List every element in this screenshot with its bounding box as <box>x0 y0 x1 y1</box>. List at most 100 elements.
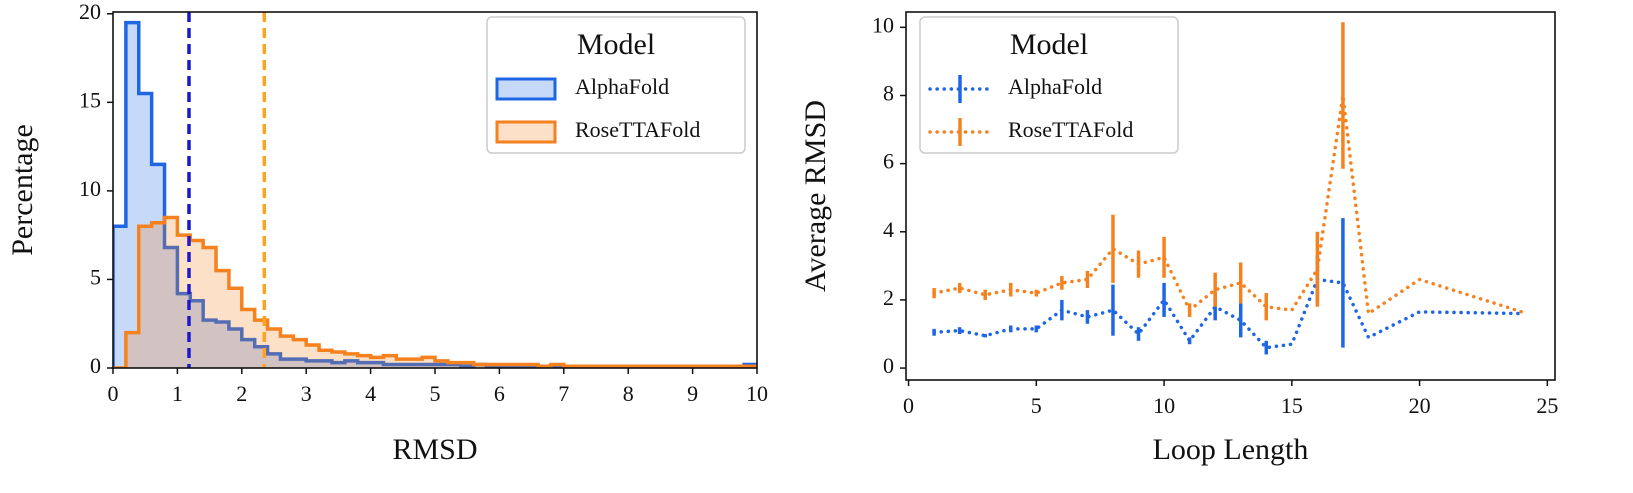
histogram-bar <box>125 332 139 368</box>
y-tick-label: 2 <box>883 285 894 310</box>
x-tick-label: 15 <box>1281 393 1303 418</box>
histogram-bar <box>203 320 217 368</box>
series-line <box>932 95 1524 317</box>
y-tick-label: 5 <box>90 264 101 289</box>
x-tick-label: 20 <box>1409 393 1431 418</box>
histogram-bar <box>357 355 371 368</box>
legend-title: Model <box>1010 28 1088 61</box>
legend-title: Model <box>577 28 655 61</box>
histogram-bar <box>267 353 281 368</box>
x-tick-label: 7 <box>558 381 569 406</box>
histogram-bar <box>370 357 384 368</box>
legend-box <box>486 16 746 154</box>
histogram-bar <box>164 247 178 368</box>
histogram-bar <box>383 355 397 368</box>
axes-frame <box>905 11 1556 381</box>
x-tick-label: 8 <box>623 381 634 406</box>
histogram-bar <box>409 359 423 368</box>
histogram-bar <box>422 364 435 368</box>
histogram-bar <box>177 293 191 368</box>
histogram-bar <box>306 344 320 368</box>
histogram-bar <box>396 359 410 368</box>
x-tick-label: 5 <box>1031 393 1042 418</box>
series-line <box>932 277 1524 350</box>
histogram-bar <box>138 226 152 368</box>
histogram-bar <box>254 320 268 368</box>
histogram-bar <box>228 329 242 368</box>
x-axis-label: Loop Length <box>1153 433 1309 466</box>
histogram-bar <box>125 22 139 368</box>
histogram-bar <box>177 235 191 368</box>
histogram-bar <box>151 222 165 368</box>
histogram-bar <box>190 300 204 368</box>
histogram-bar <box>409 364 423 368</box>
histogram-bar <box>293 339 307 368</box>
x-tick-label: 10 <box>746 381 768 406</box>
y-tick-label: 8 <box>883 81 894 106</box>
histogram-bar <box>164 217 178 368</box>
y-tick-label: 10 <box>872 12 894 37</box>
plot <box>932 22 1524 355</box>
histogram-bar <box>447 364 461 368</box>
histogram-bar <box>512 364 526 368</box>
y-tick-label: 20 <box>79 0 101 24</box>
histogram-bar <box>435 364 448 368</box>
histogram-bar <box>319 360 332 368</box>
x-tick-label: 1 <box>172 381 183 406</box>
histogram-bar <box>113 226 126 368</box>
histogram-bar <box>396 364 410 368</box>
histogram-bar <box>216 321 229 368</box>
x-tick-label: 10 <box>1153 393 1175 418</box>
histogram-bar <box>357 362 371 368</box>
y-tick-label: 6 <box>883 149 894 174</box>
histogram-bar <box>331 352 345 368</box>
y-tick-label: 15 <box>79 87 101 112</box>
histogram-bar <box>216 270 229 368</box>
legend-label: AlphaFold <box>575 74 669 99</box>
histogram-bar <box>344 360 358 368</box>
y-axis-label: Average RMSD <box>799 100 832 292</box>
x-axis-label: RMSD <box>392 433 477 466</box>
legend: Model AlphaFold RoseTTAFold <box>919 16 1179 154</box>
histogram-bar <box>319 350 332 368</box>
x-tick-label: 0 <box>903 393 914 418</box>
x-tick-label: 25 <box>1536 393 1558 418</box>
histogram-bar <box>435 360 448 368</box>
x-tick-label: 6 <box>494 381 505 406</box>
histogram-bar <box>460 362 474 368</box>
histogram-bar <box>370 362 384 368</box>
histogram-bar <box>280 336 294 368</box>
y-tick-label: 4 <box>883 217 894 242</box>
histogram-bar <box>203 247 217 368</box>
legend: Model AlphaFold RoseTTAFold <box>486 16 746 154</box>
legend-swatch <box>495 120 557 144</box>
histogram-bar <box>331 362 345 368</box>
x-tick-label: 2 <box>236 381 247 406</box>
histogram-bar <box>525 364 539 368</box>
x-tick-label: 4 <box>365 381 376 406</box>
histogram-bar <box>473 364 487 368</box>
legend-label: RoseTTAFold <box>1008 117 1133 142</box>
histogram-bar <box>138 93 152 368</box>
x-tick-label: 3 <box>301 381 312 406</box>
histogram-bar <box>486 364 500 368</box>
histogram-bar <box>383 364 397 368</box>
histogram-bar <box>306 360 320 368</box>
legend-swatch <box>495 77 557 101</box>
step-outline <box>113 215 757 368</box>
histogram-bar <box>228 288 242 368</box>
histogram-bar <box>473 364 487 368</box>
histogram-bar <box>550 364 564 368</box>
y-tick-label: 0 <box>90 353 101 378</box>
plot <box>113 12 757 368</box>
histogram-bar <box>241 309 255 368</box>
histogram-bar <box>344 353 358 368</box>
legend-label: AlphaFold <box>1008 74 1102 99</box>
histogram-bar <box>241 339 255 368</box>
x-tick-label: 9 <box>687 381 698 406</box>
histogram-bar <box>422 357 435 368</box>
histogram-bar <box>293 359 307 368</box>
histogram-bar <box>499 364 513 368</box>
